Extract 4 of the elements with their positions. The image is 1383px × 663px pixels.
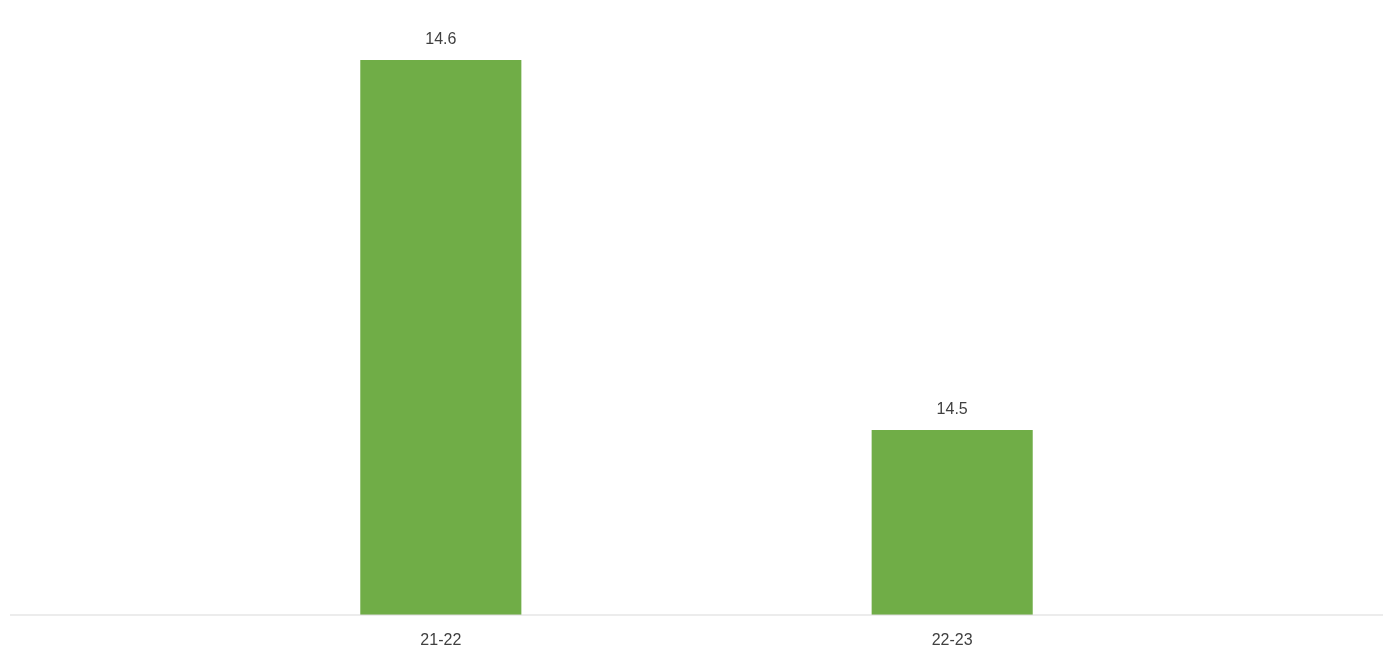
data-label: 14.5: [936, 400, 968, 417]
data-label: 14.6: [425, 30, 457, 47]
x-tick-label: 21-22: [420, 631, 462, 648]
x-tick-label: 22-23: [931, 631, 973, 648]
